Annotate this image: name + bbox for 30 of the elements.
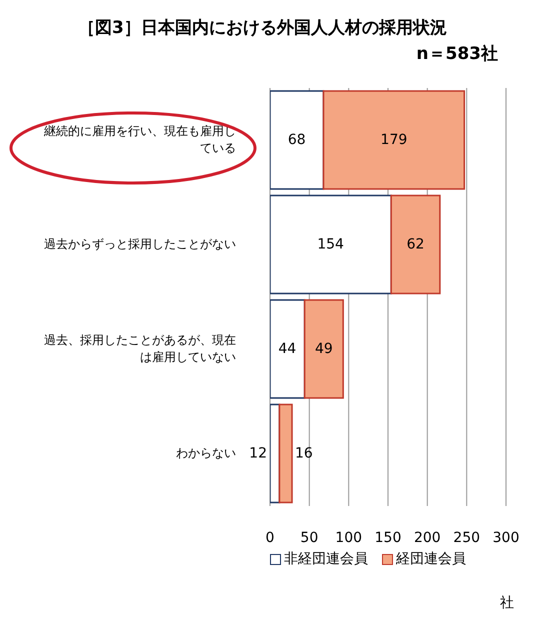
data-label: 68: [288, 132, 306, 148]
x-tick-label: 250: [453, 530, 480, 546]
bar: [270, 90, 324, 190]
bar: [270, 194, 392, 294]
chart-title: ［図3］日本国内における外国人人材の採用状況: [78, 17, 447, 39]
x-tick-label: 150: [374, 530, 402, 546]
x-axis-title: 社: [500, 594, 514, 612]
legend-label: 非経団連会員: [283, 550, 368, 568]
y-tick-label: わからない: [176, 446, 236, 460]
data-label: 49: [314, 340, 333, 357]
data-label: 16: [295, 445, 313, 462]
x-tick-label: 0: [266, 530, 274, 546]
bar: [304, 299, 344, 399]
bar: [270, 299, 306, 399]
chart-subtitle: n＝583社: [416, 43, 498, 65]
x-tick-label: 200: [414, 530, 441, 546]
bar: [322, 90, 466, 190]
data-label: 179: [380, 132, 408, 148]
bar: [390, 194, 441, 294]
y-tick-label: 過去、採用したことがあるが、現在は雇用していない: [44, 333, 236, 364]
x-tick-label: 100: [335, 530, 362, 546]
data-label: 12: [249, 445, 267, 462]
y-tick-label: 過去からずっと採用したことがない: [44, 237, 236, 252]
x-tick-label: 50: [300, 530, 318, 546]
data-label: 62: [406, 236, 424, 252]
bar: [278, 404, 293, 504]
data-label: 154: [317, 236, 344, 252]
x-tick-label: 300: [492, 530, 520, 546]
data-label: 44: [278, 340, 296, 357]
legend-label: 経団連会員: [395, 550, 466, 568]
